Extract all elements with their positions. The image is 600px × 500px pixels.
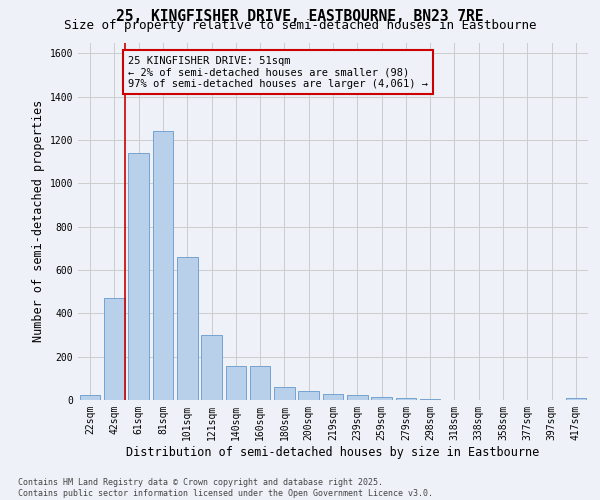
Y-axis label: Number of semi-detached properties: Number of semi-detached properties <box>32 100 46 342</box>
Text: Size of property relative to semi-detached houses in Eastbourne: Size of property relative to semi-detach… <box>64 18 536 32</box>
Text: 25, KINGFISHER DRIVE, EASTBOURNE, BN23 7RE: 25, KINGFISHER DRIVE, EASTBOURNE, BN23 7… <box>116 9 484 24</box>
X-axis label: Distribution of semi-detached houses by size in Eastbourne: Distribution of semi-detached houses by … <box>127 446 539 458</box>
Bar <box>177 257 197 400</box>
Bar <box>347 394 368 400</box>
Bar <box>104 298 125 400</box>
Bar <box>80 395 100 400</box>
Bar <box>250 366 271 400</box>
Text: 25 KINGFISHER DRIVE: 51sqm
← 2% of semi-detached houses are smaller (98)
97% of : 25 KINGFISHER DRIVE: 51sqm ← 2% of semi-… <box>128 56 428 88</box>
Bar <box>128 153 149 400</box>
Bar <box>226 366 246 400</box>
Bar <box>274 387 295 400</box>
Bar <box>395 398 416 400</box>
Text: Contains HM Land Registry data © Crown copyright and database right 2025.
Contai: Contains HM Land Registry data © Crown c… <box>18 478 433 498</box>
Bar <box>298 392 319 400</box>
Bar <box>323 394 343 400</box>
Bar <box>152 132 173 400</box>
Bar <box>566 398 586 400</box>
Bar <box>420 399 440 400</box>
Bar <box>201 335 222 400</box>
Bar <box>371 397 392 400</box>
